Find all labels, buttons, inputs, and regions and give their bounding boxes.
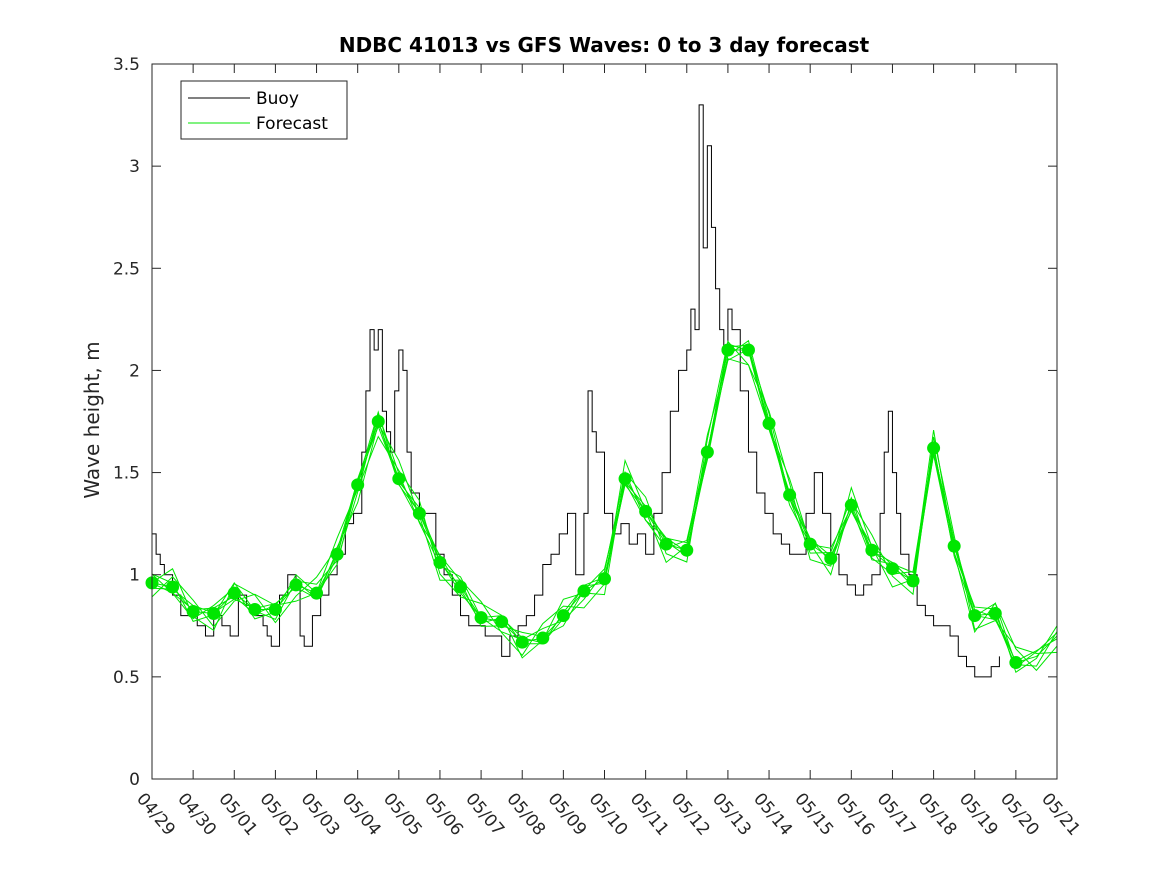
forecast-point [1009, 656, 1023, 670]
x-tick-label: 05/13 [708, 789, 755, 839]
y-tick-label: 0 [129, 770, 140, 790]
y-tick-label: 2.5 [113, 259, 140, 279]
forecast-point [268, 602, 282, 616]
forecast-point [351, 478, 365, 492]
forecast-point [947, 539, 961, 553]
forecast-point [289, 578, 303, 592]
legend-forecast-label: Forecast [256, 114, 328, 134]
forecast-point [906, 574, 920, 588]
forecast-point [371, 415, 385, 428]
forecast-point [762, 417, 776, 431]
forecast-point [330, 547, 344, 561]
forecast-point [885, 562, 899, 576]
forecast-point [207, 607, 221, 621]
x-tick-label: 05/20 [996, 789, 1043, 839]
forecast-point [227, 586, 241, 600]
y-tick-label: 3.5 [113, 55, 140, 75]
x-tick-label: 05/02 [256, 789, 303, 839]
forecast-point [310, 586, 324, 600]
forecast-point [783, 488, 797, 502]
chart-title: NDBC 41013 vs GFS Waves: 0 to 3 day fore… [339, 33, 870, 57]
forecast-line-5 [151, 340, 1058, 659]
forecast-point [659, 537, 673, 551]
forecast-point [495, 615, 509, 629]
x-tick-label: 05/11 [626, 789, 673, 839]
forecast-point [186, 604, 200, 618]
x-tick-label: 05/08 [502, 789, 549, 839]
forecast-point [536, 631, 550, 645]
forecast-point [803, 537, 817, 551]
forecast-point [392, 472, 406, 486]
forecast-point [927, 441, 941, 455]
forecast-point [700, 445, 714, 459]
forecast-line-2 [151, 339, 1058, 674]
x-tick-label: 05/03 [297, 789, 344, 839]
y-tick-label: 0.5 [113, 668, 140, 688]
x-tick-label: 05/14 [749, 789, 796, 839]
x-tick-label: 05/19 [955, 789, 1002, 839]
x-tick-label: 05/06 [420, 789, 467, 839]
forecast-point [515, 635, 529, 649]
legend: Buoy Forecast [180, 80, 348, 140]
forecast-point [680, 543, 694, 557]
x-tick-label: 05/21 [1037, 789, 1084, 839]
forecast-point [618, 472, 632, 486]
y-tick-label: 2 [129, 361, 140, 381]
x-tick-label: 04/30 [173, 789, 220, 839]
forecast-point [598, 572, 611, 586]
forecast-point [721, 343, 735, 357]
forecast-point [166, 580, 180, 594]
plot-area [152, 64, 1057, 779]
forecast-point [577, 584, 591, 598]
forecast-point [741, 343, 755, 357]
forecast-point [454, 580, 468, 594]
forecast-line-3 [151, 348, 1058, 667]
y-tick-label: 1.5 [113, 464, 140, 484]
forecast-point [412, 506, 426, 520]
y-axis-label: Wave height, m [80, 341, 104, 498]
legend-box [180, 80, 348, 140]
forecast-point [474, 611, 488, 625]
x-tick-label: 04/29 [132, 789, 179, 839]
forecast-point [988, 607, 1002, 621]
x-tick-label: 05/04 [338, 789, 385, 839]
x-tick-label: 05/07 [461, 789, 508, 839]
forecast-point [433, 555, 447, 569]
forecast-point [248, 602, 262, 616]
forecast-point [639, 504, 653, 518]
forecast-point [556, 609, 570, 623]
x-tick-label: 05/01 [214, 789, 261, 839]
forecast-point [844, 498, 858, 512]
x-tick-label: 05/17 [873, 789, 920, 839]
forecast-point [865, 543, 879, 557]
legend-buoy-label: Buoy [256, 89, 299, 109]
x-tick-label: 05/05 [379, 789, 426, 839]
x-tick-label: 05/16 [831, 789, 878, 839]
forecast-point [824, 551, 838, 565]
x-tick-label: 05/18 [914, 789, 961, 839]
forecast-point [968, 609, 982, 623]
x-tick-label: 05/10 [585, 789, 632, 839]
x-tick-label: 05/15 [790, 789, 837, 839]
y-tick-label: 3 [129, 157, 140, 177]
y-tick-label: 1 [129, 566, 140, 586]
x-tick-label: 05/09 [544, 789, 591, 839]
x-tick-label: 05/12 [667, 789, 714, 839]
